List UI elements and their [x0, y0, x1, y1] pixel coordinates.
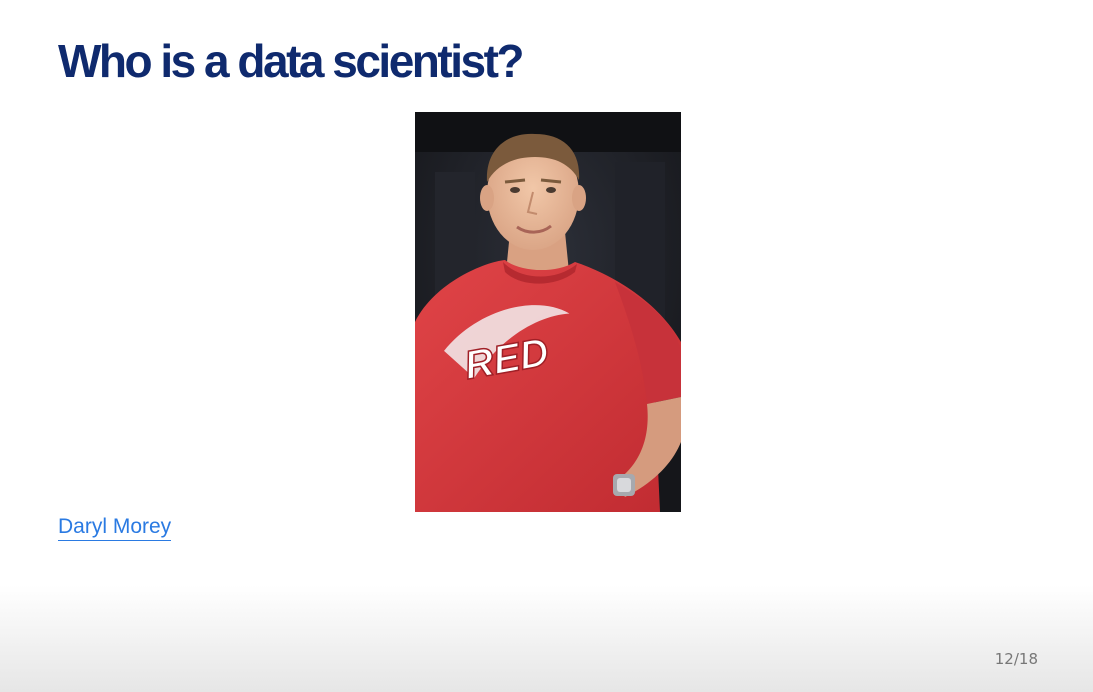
- page-number: 12/18: [994, 650, 1038, 668]
- person-photo: RED: [415, 112, 681, 512]
- person-name-link[interactable]: Daryl Morey: [58, 514, 172, 541]
- slide-title: Who is a data scientist?: [58, 35, 525, 87]
